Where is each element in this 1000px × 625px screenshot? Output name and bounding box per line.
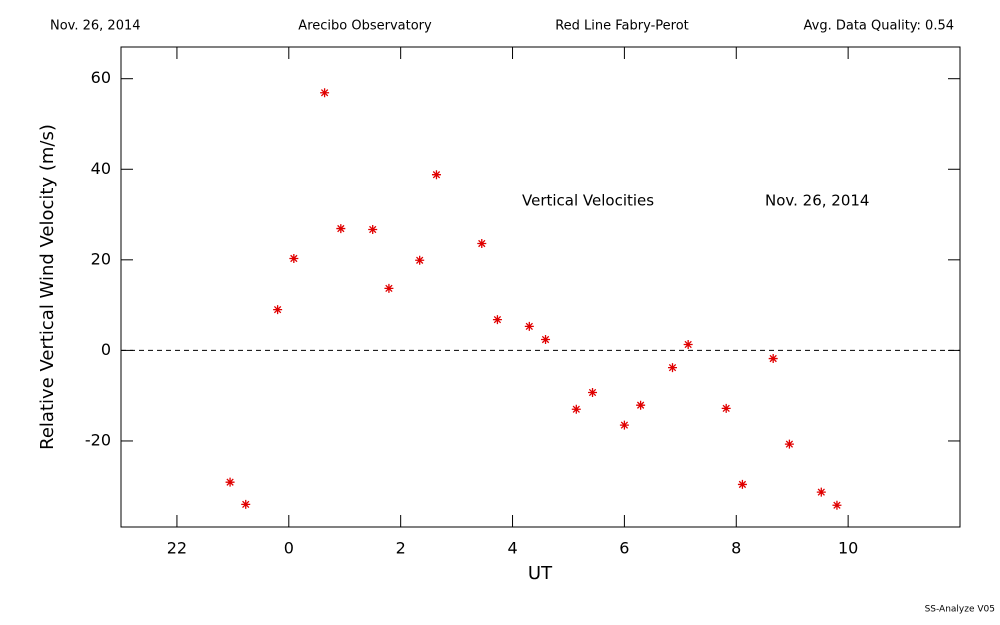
data-point <box>737 479 747 489</box>
data-point <box>816 487 826 497</box>
data-point <box>619 420 629 430</box>
data-point <box>241 499 251 509</box>
x-tick-label: 10 <box>838 539 858 558</box>
header-quality: Avg. Data Quality: 0.54 <box>804 19 954 34</box>
y-tick-label: -20 <box>85 430 111 449</box>
data-point <box>492 315 502 325</box>
data-point <box>721 403 731 413</box>
annotation: Nov. 26, 2014 <box>765 192 869 210</box>
data-point <box>784 439 794 449</box>
data-point <box>768 354 778 364</box>
data-point <box>588 388 598 398</box>
y-tick-label: 20 <box>91 249 111 268</box>
x-tick-label: 2 <box>396 539 406 558</box>
data-point <box>289 253 299 263</box>
data-point <box>368 224 378 234</box>
header-date: Nov. 26, 2014 <box>50 19 141 34</box>
data-point <box>477 239 487 249</box>
data-point <box>431 170 441 180</box>
data-point <box>683 340 693 350</box>
y-tick-label: 60 <box>91 68 111 87</box>
x-tick-label: 4 <box>507 539 517 558</box>
y-tick-label: 0 <box>101 340 111 359</box>
data-point <box>524 321 534 331</box>
data-point <box>384 283 394 293</box>
y-axis-label: Relative Vertical Wind Velocity (m/s) <box>37 124 58 450</box>
header-site: Arecibo Observatory <box>298 19 432 34</box>
data-point <box>668 363 678 373</box>
data-point <box>336 224 346 234</box>
x-tick-label: 8 <box>731 539 741 558</box>
x-tick-label: 22 <box>167 539 187 558</box>
x-tick-label: 0 <box>284 539 294 558</box>
data-point <box>320 88 330 98</box>
header-instrument: Red Line Fabry-Perot <box>555 19 689 34</box>
data-point <box>571 404 581 414</box>
data-point <box>225 477 235 487</box>
data-point <box>273 305 283 315</box>
annotation: Vertical Velocities <box>522 192 654 210</box>
plot-frame <box>120 46 961 528</box>
data-point <box>415 255 425 265</box>
data-point <box>832 500 842 510</box>
x-tick-label: 6 <box>619 539 629 558</box>
footer: SS-Analyze V05 <box>925 605 995 615</box>
data-point <box>541 335 551 345</box>
x-axis-label: UT <box>528 563 553 584</box>
y-tick-label: 40 <box>91 159 111 178</box>
data-point <box>636 400 646 410</box>
